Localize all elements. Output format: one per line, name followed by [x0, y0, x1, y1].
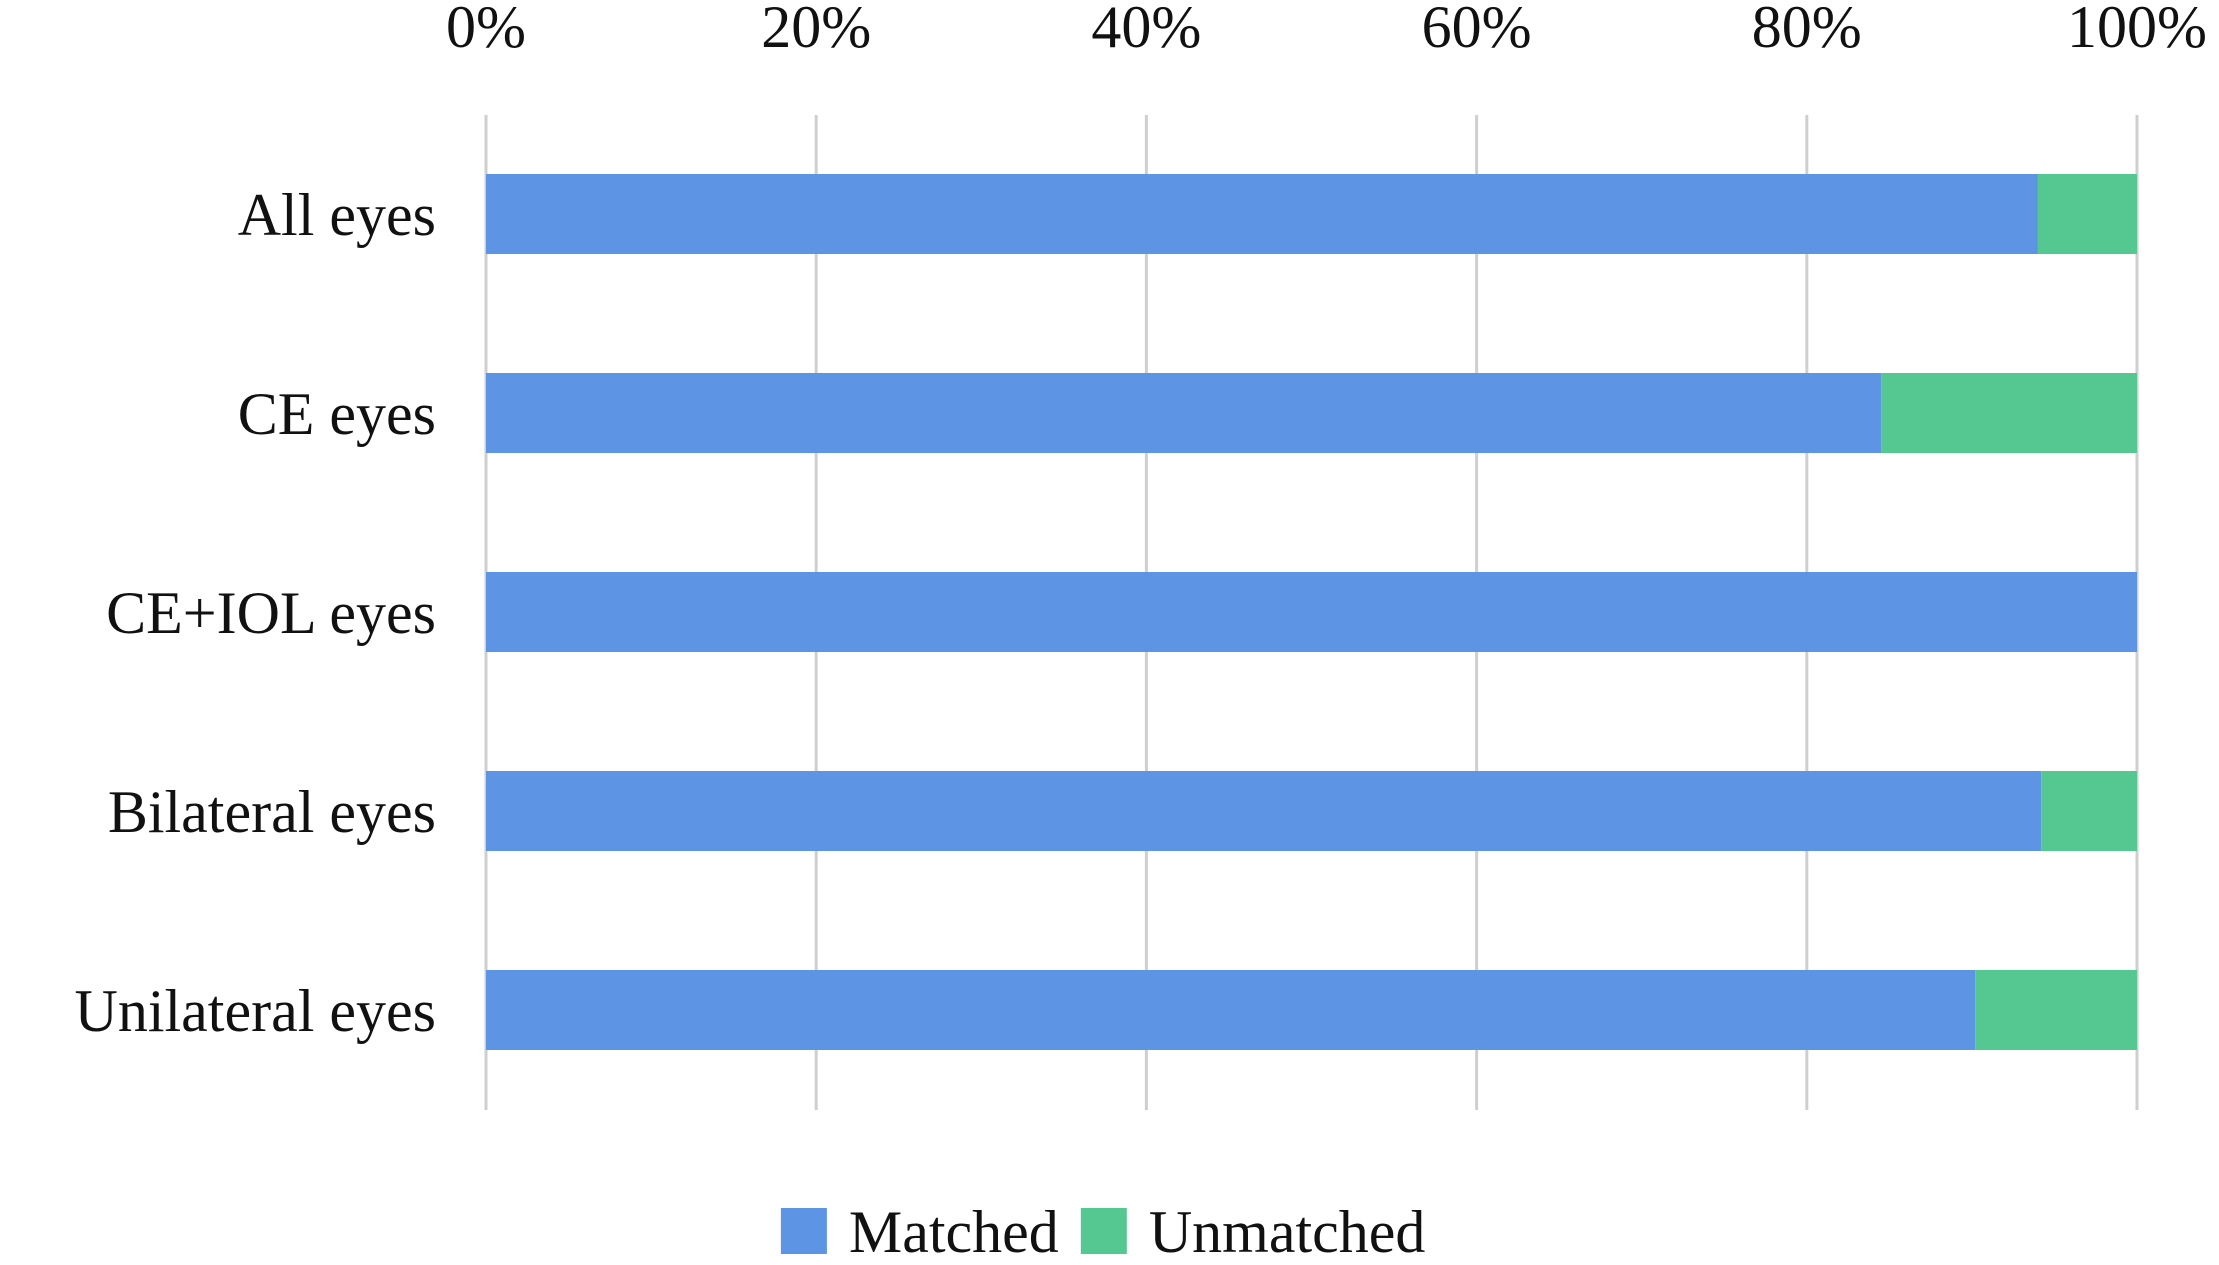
legend-swatch-matched — [780, 1208, 827, 1254]
legend: Matched Unmatched — [780, 1199, 1426, 1265]
bar-ce-eyes-matched — [486, 373, 1882, 453]
legend-swatch-unmatched — [1080, 1208, 1127, 1254]
bar-all-eyes-unmatched — [2037, 174, 2137, 254]
bar-all-eyes-matched — [486, 174, 2038, 254]
bar-bilateral-eyes-unmatched — [2041, 771, 2137, 851]
category-label-all-eyes: All eyes — [238, 182, 436, 248]
bars — [486, 174, 2137, 1050]
legend-label-unmatched: Unmatched — [1149, 1199, 1426, 1260]
category-labels: All eyes CE eyes CE+IOL eyes Bilateral eyes… — [75, 182, 437, 1044]
category-label-unilateral-eyes: Unilateral eyes — [75, 978, 437, 1044]
x-tick-label-100: 100% — [2067, 0, 2207, 60]
x-tick-label-80: 80% — [1752, 0, 1862, 60]
x-tick-label-40: 40% — [1091, 0, 1201, 60]
x-tick-label-0: 0% — [446, 0, 526, 60]
category-label-ce-eyes: CE eyes — [238, 381, 436, 447]
bar-unilateral-eyes-matched — [486, 970, 1976, 1050]
bar-ce-eyes-unmatched — [1881, 373, 2137, 453]
x-tick-label-60: 60% — [1422, 0, 1532, 60]
bar-unilateral-eyes-unmatched — [1975, 970, 2137, 1050]
legend-label-matched: Matched — [849, 1199, 1059, 1260]
category-label-ce-iol-eyes: CE+IOL eyes — [106, 580, 436, 646]
bar-ce-iol-eyes-matched — [486, 572, 2137, 652]
x-tick-label-20: 20% — [761, 0, 871, 60]
x-tick-labels: 0% 20% 40% 60% 80% 100% — [446, 0, 2207, 60]
bar-bilateral-eyes-matched — [486, 771, 2042, 851]
category-label-bilateral-eyes: Bilateral eyes — [108, 779, 436, 845]
